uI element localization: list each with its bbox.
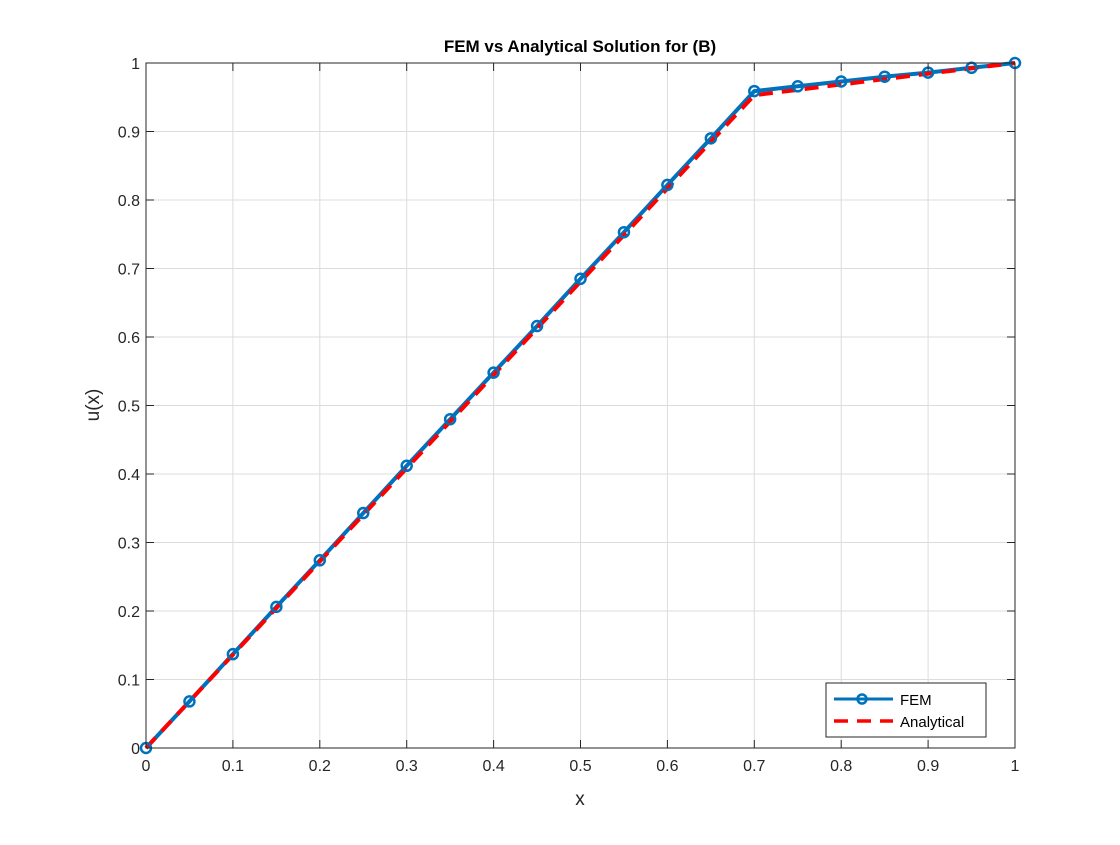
fem-marker <box>357 506 370 520</box>
fem-marker <box>443 412 457 426</box>
y-tick-label: 0 <box>131 741 140 758</box>
fem-marker <box>661 178 674 192</box>
fem-marker <box>878 70 891 83</box>
fem-marker <box>530 319 544 333</box>
legend-fem-marker <box>856 693 868 705</box>
y-tick-label: 0.3 <box>118 536 140 553</box>
x-tick-label: 0.4 <box>482 758 504 775</box>
series-layer <box>139 56 1022 755</box>
x-tick-label: 0.1 <box>222 758 244 775</box>
y-tick-label: 0.9 <box>118 125 140 142</box>
fem-marker <box>791 80 804 93</box>
x-axis-label: x <box>575 789 585 810</box>
x-tick-label: 0.3 <box>396 758 418 775</box>
legend-box <box>825 682 987 738</box>
legend-fem-label: FEM <box>900 692 932 709</box>
fem-marker <box>574 272 587 286</box>
y-tick-label: 0.7 <box>118 262 140 279</box>
grid <box>145 62 1016 749</box>
fem-marker <box>313 554 327 567</box>
y-tick-label: 0.4 <box>118 467 140 484</box>
x-tick-label: 0.7 <box>743 758 765 775</box>
legend-analytical-label: Analytical <box>900 714 964 731</box>
fem-marker <box>748 84 761 98</box>
analytical-line <box>144 61 1016 750</box>
y-tick-label: 0.6 <box>118 330 140 347</box>
y-tick-label: 0.5 <box>118 399 140 416</box>
y-tick-label: 1 <box>131 56 140 73</box>
x-tick-label: 0.2 <box>309 758 331 775</box>
x-tick-label: 0.5 <box>569 758 591 775</box>
fem-marker <box>487 366 500 379</box>
ticks: 0 0.1 0.2 0.3 0.4 0.5 0.6 0.7 0.8 0.9 1 0 0.1 0.2 0.3 0… <box>118 56 1020 775</box>
x-tick-label: 0.9 <box>917 758 939 775</box>
fem-marker <box>704 132 718 145</box>
fem-marker <box>400 459 413 473</box>
fem-marker <box>270 600 283 614</box>
fem-marker <box>617 225 631 239</box>
y-tick-label: 0.2 <box>118 604 140 621</box>
legend[interactable]: FEM Analytical <box>825 682 987 738</box>
x-tick-label: 1 <box>1011 758 1020 775</box>
chart-title: FEM vs Analytical Solution for (B) <box>444 37 716 56</box>
x-tick-label: 0.8 <box>830 758 852 775</box>
x-tick-label: 0 <box>142 758 151 775</box>
y-tick-label: 0.8 <box>118 193 140 210</box>
x-tick-label: 0.6 <box>656 758 678 775</box>
fem-marker <box>226 647 240 661</box>
y-axis-label: u(x) <box>83 389 104 422</box>
fem-marker <box>183 695 196 708</box>
fem-marker <box>834 75 848 88</box>
y-tick-label: 0.1 <box>118 673 140 690</box>
